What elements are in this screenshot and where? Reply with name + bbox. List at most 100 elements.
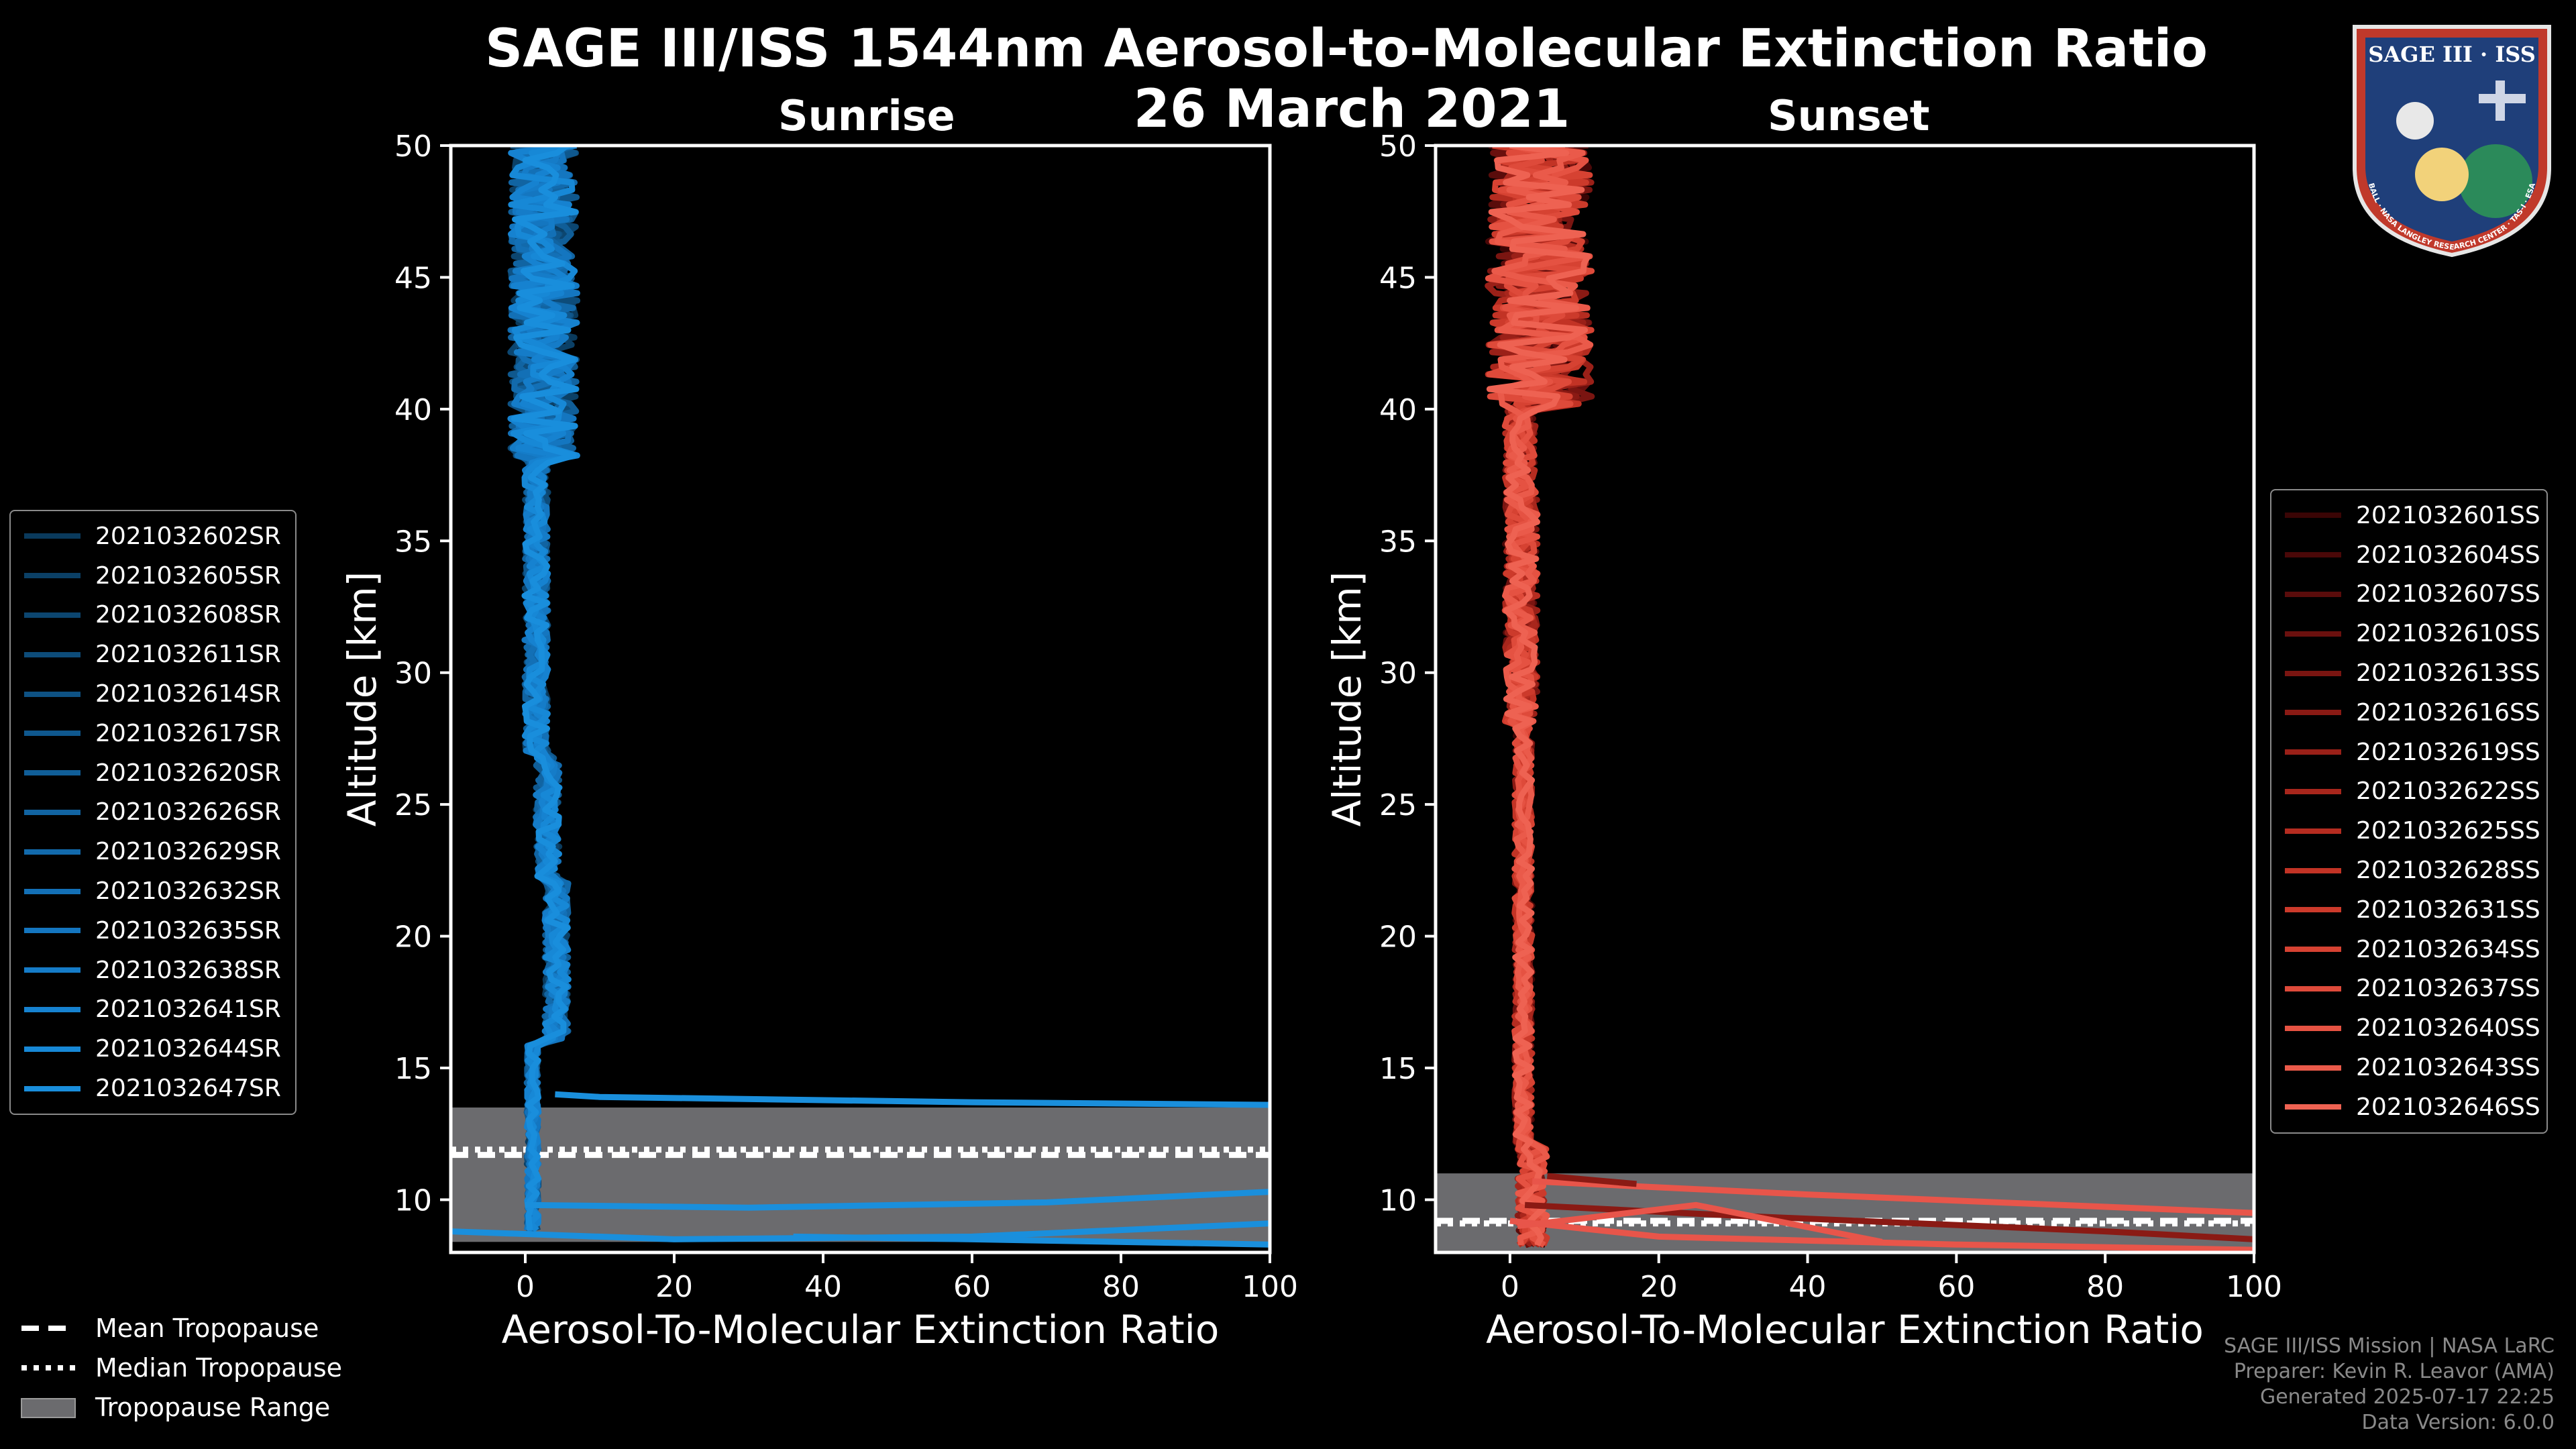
legend-item: 2021032607SS xyxy=(2271,575,2546,614)
legend-swatch xyxy=(24,573,80,579)
sunrise-y-tick-label: 10 xyxy=(394,1183,432,1218)
sage-mission-badge: SAGE III · ISS BALL · NASA LANGLEY RESEA… xyxy=(2341,13,2563,262)
sunrise-y-axis-label: Altitude [km] xyxy=(339,572,385,826)
legend-item: 2021032604SS xyxy=(2271,535,2546,575)
legend-label: 2021032626SR xyxy=(95,798,281,826)
sunset-x-axis-label: Aerosol-To-Molecular Extinction Ratio xyxy=(1486,1307,2204,1352)
legend-mean-tropopause: Mean Tropopause xyxy=(20,1308,342,1348)
legend-swatch xyxy=(24,1085,80,1091)
sunset-y-tick-label: 45 xyxy=(1379,261,1417,295)
legend-swatch xyxy=(24,612,80,618)
sunset-excursion-line xyxy=(1509,1218,2254,1252)
legend-swatch xyxy=(24,967,80,973)
legend-item: 2021032601SS xyxy=(2271,496,2546,535)
legend-item: 2021032619SS xyxy=(2271,733,2546,772)
legend-label: 2021032628SS xyxy=(2356,857,2540,885)
legend-item: 2021032631SS xyxy=(2271,890,2546,930)
date-title: 26 March 2021 xyxy=(1133,79,1570,140)
legend-item: 2021032641SR xyxy=(11,990,295,1030)
sunset-x-tick-label: 60 xyxy=(1937,1270,1975,1304)
legend-label: 2021032635SR xyxy=(95,916,281,945)
sunrise-x-axis-label: Aerosol-To-Molecular Extinction Ratio xyxy=(502,1307,1220,1352)
sunset-panel-title: Sunset xyxy=(1768,91,1930,140)
legend-item: 2021032610SS xyxy=(2271,614,2546,653)
legend-label: 2021032629SR xyxy=(95,838,281,866)
sunset-profiles xyxy=(1485,146,2254,1252)
legend-label: 2021032640SS xyxy=(2356,1014,2540,1042)
sunrise-y-tick-label: 20 xyxy=(394,920,432,955)
sunset-x-tick-label: 80 xyxy=(2086,1270,2124,1304)
legend-label: 2021032617SR xyxy=(95,719,281,747)
sunset-axes-frame xyxy=(1434,144,2256,1254)
sunrise-excursion-line xyxy=(793,1233,1270,1248)
legend-label: 2021032604SS xyxy=(2356,541,2540,569)
legend-item: 2021032632SR xyxy=(11,871,295,911)
legend-item: 2021032640SS xyxy=(2271,1008,2546,1048)
legend-item: 2021032602SR xyxy=(11,517,295,556)
legend-label: 2021032620SR xyxy=(95,759,281,787)
legend-item: 2021032637SS xyxy=(2271,969,2546,1009)
sunset-excursion-line xyxy=(1547,1173,1637,1187)
sunrise-series-line-2021032647SR xyxy=(511,146,580,1231)
legend-label: 2021032637SS xyxy=(2356,975,2540,1003)
legend-label: 2021032634SS xyxy=(2356,935,2540,963)
legend-swatch xyxy=(2285,749,2341,755)
legend-median-label: Median Tropopause xyxy=(95,1352,342,1383)
legend-item: 2021032611SR xyxy=(11,635,295,674)
legend-label: 2021032643SS xyxy=(2356,1054,2540,1082)
legend-label: 2021032641SR xyxy=(95,996,281,1024)
legend-swatch xyxy=(24,533,80,539)
sunrise-x-tick-label: 80 xyxy=(1102,1270,1140,1304)
credits-line-4: Data Version: 6.0.0 xyxy=(2361,1411,2555,1434)
sunrise-x-tick-label: 20 xyxy=(655,1270,693,1304)
sunset-y-tick-label: 50 xyxy=(1379,129,1417,164)
sunset-series-line-2021032646SS xyxy=(1486,146,1591,1247)
legend-label: 2021032622SS xyxy=(2356,777,2540,806)
legend-item: 2021032613SS xyxy=(2271,653,2546,693)
main-title: SAGE III/ISS 1544nm Aerosol-to-Molecular… xyxy=(485,19,2208,79)
legend-label: 2021032607SS xyxy=(2356,580,2540,608)
sunrise-y-tick-label: 25 xyxy=(394,788,432,822)
legend-label: 2021032601SS xyxy=(2356,501,2540,529)
legend-swatch xyxy=(24,928,80,934)
sunset-y-axis-label: Altitude [km] xyxy=(1324,572,1370,826)
legend-item: 2021032626SR xyxy=(11,793,295,833)
legend-label: 2021032625SS xyxy=(2356,817,2540,845)
legend-item: 2021032628SS xyxy=(2271,851,2546,890)
legend-label: 2021032632SR xyxy=(95,877,281,906)
legend-swatch xyxy=(2285,867,2341,873)
legend-item: 2021032622SS xyxy=(2271,772,2546,812)
legend-item: 2021032620SR xyxy=(11,753,295,793)
legend-item: 2021032625SS xyxy=(2271,811,2546,851)
legend-swatch xyxy=(2285,513,2341,519)
legend-label: 2021032646SS xyxy=(2356,1093,2540,1121)
legend-label: 2021032638SR xyxy=(95,956,281,984)
sunset-y-tick-label: 10 xyxy=(1379,1183,1417,1218)
credits-line-2: Preparer: Kevin R. Leavor (AMA) xyxy=(2233,1360,2555,1383)
legend-swatch xyxy=(2285,947,2341,953)
sunrise-axes-frame xyxy=(449,144,1272,1254)
sunset-y-tick-label: 15 xyxy=(1379,1052,1417,1086)
sunset-excursion-line xyxy=(1517,1201,1883,1245)
legend-swatch xyxy=(24,651,80,657)
sunrise-y-tick-label: 30 xyxy=(394,657,432,691)
sunset-series-line-2021032643SS xyxy=(1491,146,1594,1246)
sunrise-x-tick-label: 60 xyxy=(953,1270,991,1304)
credits-line-3: Generated 2025-07-17 22:25 xyxy=(2259,1385,2555,1409)
legend-swatch xyxy=(2285,631,2341,637)
legend-median-tropopause: Median Tropopause xyxy=(20,1348,342,1387)
legend-item: 2021032608SR xyxy=(11,596,295,635)
legend-swatch xyxy=(24,770,80,776)
sunrise-legend: 2021032602SR 2021032605SR 2021032608SR 2021… xyxy=(9,510,297,1115)
sunset-x-tick-label: 0 xyxy=(1501,1270,1519,1304)
legend-label: 2021032608SR xyxy=(95,601,281,629)
legend-swatch xyxy=(24,1046,80,1052)
legend-swatch xyxy=(2285,985,2341,991)
legend-swatch xyxy=(2285,828,2341,834)
legend-label: 2021032610SS xyxy=(2356,620,2540,648)
legend-swatch xyxy=(2285,552,2341,558)
legend-item: 2021032634SS xyxy=(2271,930,2546,969)
sunrise-x-tick-label: 40 xyxy=(804,1270,842,1304)
legend-label: 2021032647SR xyxy=(95,1075,281,1103)
